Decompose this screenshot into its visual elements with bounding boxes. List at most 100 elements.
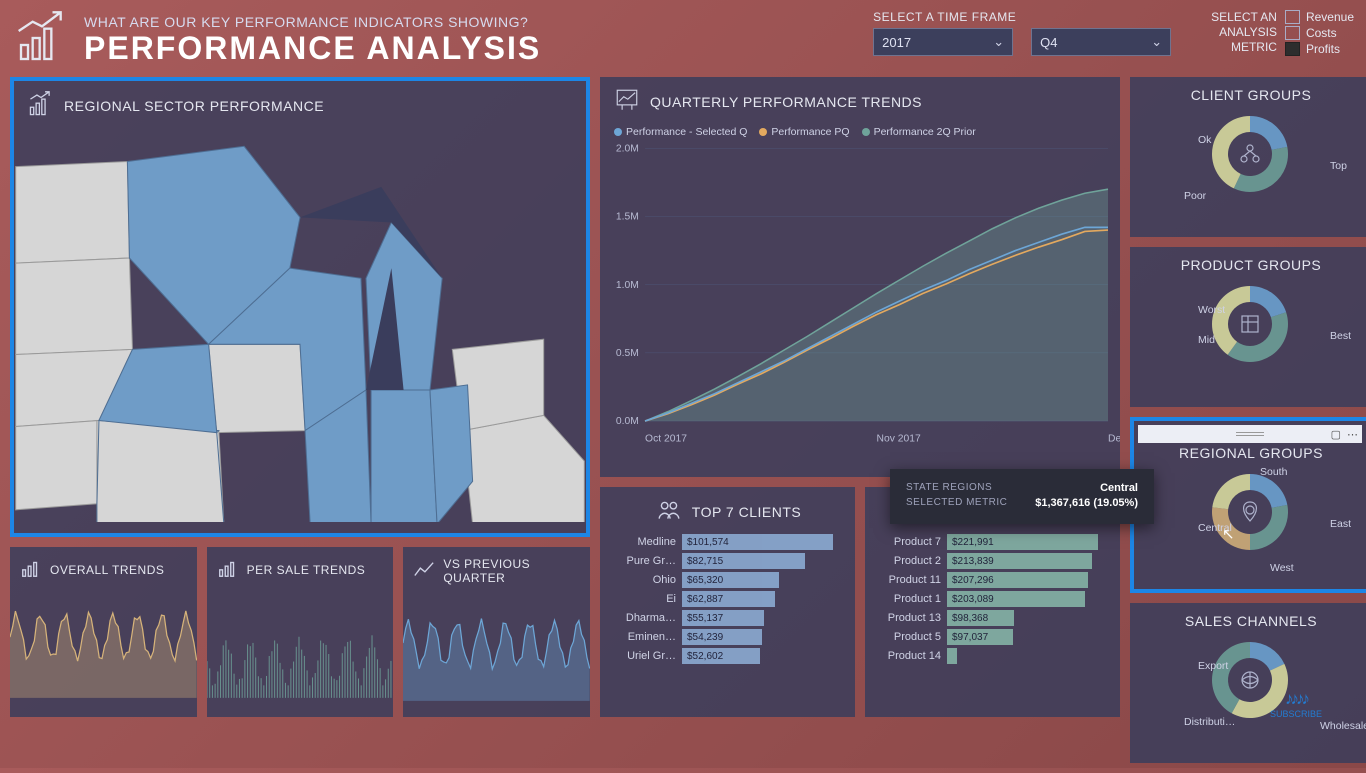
donut-label: Export <box>1198 660 1228 672</box>
bar-row[interactable]: Eminen… $54,239 <box>610 629 845 645</box>
donut-label: Mid <box>1198 334 1215 346</box>
bar-row[interactable]: Product 5 $97,037 <box>875 629 1110 645</box>
bar-row[interactable]: Pure Gr… $82,715 <box>610 553 845 569</box>
donut-slice[interactable] <box>1232 664 1288 718</box>
chevron-down-icon: ⌄ <box>1151 34 1162 50</box>
donut-slice[interactable] <box>1250 286 1286 317</box>
bar-row[interactable]: Product 1 $203,089 <box>875 591 1110 607</box>
persale-sparkline <box>207 586 394 706</box>
chevron-down-icon: ⌄ <box>993 34 1004 50</box>
quarter-select[interactable]: Q4 ⌄ <box>1031 28 1171 56</box>
metric-caption: SELECT AN ANALYSIS METRIC <box>1211 10 1277 55</box>
svg-text:0.0M: 0.0M <box>616 416 639 427</box>
donut-slice[interactable] <box>1234 147 1288 192</box>
focus-icon[interactable]: ▢ <box>1331 428 1341 441</box>
header-title: PERFORMANCE ANALYSIS <box>84 30 541 67</box>
dashboard-header: WHAT ARE OUR KEY PERFORMANCE INDICATORS … <box>0 0 1366 77</box>
legend-item[interactable]: Performance - Selected Q <box>614 126 747 138</box>
donut-label: Ok <box>1198 134 1211 146</box>
donut-slice[interactable] <box>1250 474 1287 508</box>
bar-label: Product 1 <box>875 593 941 605</box>
product-groups-card[interactable]: PRODUCT GROUPS WorstBestMid <box>1130 247 1366 407</box>
quarter-value: Q4 <box>1040 35 1057 50</box>
donut-label: West <box>1270 562 1294 574</box>
bar-row[interactable]: Product 2 $213,839 <box>875 553 1110 569</box>
bar-row[interactable]: Product 13 $98,368 <box>875 610 1110 626</box>
svg-text:2.0M: 2.0M <box>616 143 639 154</box>
top-clients-card[interactable]: TOP 7 CLIENTS Medline $101,574 Pure Gr… … <box>600 487 855 717</box>
donut-label: Central <box>1198 522 1232 534</box>
donut-label: Wholesale <box>1320 720 1366 732</box>
quarterly-line-chart[interactable]: 2.0M 1.5M 1.0M 0.5M 0.0M Oct 2017 Nov 2017 Dec … <box>600 140 1120 450</box>
legend-item[interactable]: Performance PQ <box>759 126 849 138</box>
bar-label: Medline <box>610 536 676 548</box>
sales-channels-card[interactable]: SALES CHANNELS ExportWholesaleDistributi… <box>1130 603 1366 763</box>
visual-header[interactable]: ▢ ⋯ <box>1138 425 1362 443</box>
donut-label: Top <box>1330 160 1347 172</box>
us-map[interactable] <box>14 126 586 522</box>
revenue-swatch <box>1285 10 1300 24</box>
profits-swatch <box>1285 42 1300 56</box>
svg-text:Oct 2017: Oct 2017 <box>645 434 687 445</box>
svg-text:1.5M: 1.5M <box>616 212 639 223</box>
bar-label: Ohio <box>610 574 676 586</box>
bar-label: Product 14 <box>875 650 941 662</box>
map-tooltip: STATE REGIONSCentral SELECTED METRIC$1,3… <box>890 469 1154 524</box>
donut-label: Best <box>1330 330 1351 342</box>
donut-label: Worst <box>1198 304 1225 316</box>
people-icon <box>656 497 682 526</box>
chart-icon <box>614 87 640 116</box>
svg-text:Dec 2017: Dec 2017 <box>1108 434 1120 445</box>
growth-icon <box>14 10 70 71</box>
bar-row[interactable]: Product 14 <box>875 648 1110 664</box>
bars-icon <box>20 557 42 582</box>
overall-trends-card[interactable]: OVERALL TRENDS <box>10 547 197 717</box>
bar-row[interactable]: Medline $101,574 <box>610 534 845 550</box>
client-groups-card[interactable]: CLIENT GROUPS OkTopPoor <box>1130 77 1366 237</box>
bar-label: Ei <box>610 593 676 605</box>
donut-slice[interactable] <box>1212 286 1250 355</box>
bar-label: Dharma… <box>610 612 676 624</box>
bar-label: Pure Gr… <box>610 555 676 567</box>
metric-option-revenue[interactable]: Revenue <box>1285 10 1354 24</box>
svg-text:1.0M: 1.0M <box>616 280 639 291</box>
metric-option-profits[interactable]: Profits <box>1285 42 1354 56</box>
bar-row[interactable]: Product 11 $207,296 <box>875 572 1110 588</box>
year-value: 2017 <box>882 35 911 50</box>
bar-row[interactable]: Ohio $65,320 <box>610 572 845 588</box>
vsprev-sparkline <box>403 589 590 709</box>
metric-option-costs[interactable]: Costs <box>1285 26 1354 40</box>
donut-slice[interactable] <box>1250 116 1287 150</box>
bar-label: Eminen… <box>610 631 676 643</box>
bars-icon <box>217 557 239 582</box>
header-subtitle: WHAT ARE OUR KEY PERFORMANCE INDICATORS … <box>84 14 541 30</box>
bar-label: Product 2 <box>875 555 941 567</box>
bar-row[interactable]: Ei $62,887 <box>610 591 845 607</box>
trend-icon <box>28 91 54 120</box>
map-card[interactable]: REGIONAL SECTOR PERFORMANCE <box>10 77 590 537</box>
donut-label: Poor <box>1184 190 1206 202</box>
legend-item[interactable]: Performance 2Q Prior <box>862 126 976 138</box>
more-icon[interactable]: ⋯ <box>1347 428 1358 441</box>
bar-label: Uriel Gr… <box>610 650 676 662</box>
timeframe-label: SELECT A TIME FRAME <box>873 10 1171 24</box>
bar-label: Product 11 <box>875 574 941 586</box>
bar-row[interactable]: Uriel Gr… $52,602 <box>610 648 845 664</box>
drag-handle-icon[interactable] <box>1236 432 1264 436</box>
map-title: REGIONAL SECTOR PERFORMANCE <box>64 98 324 114</box>
svg-text:0.5M: 0.5M <box>616 348 639 359</box>
costs-swatch <box>1285 26 1300 40</box>
regional-groups-card[interactable]: ▢ ⋯ REGIONAL GROUPS SouthEastWestCentral… <box>1130 417 1366 593</box>
donut-label: Distributi… <box>1184 716 1235 728</box>
bar-label: Product 7 <box>875 536 941 548</box>
persale-trends-card[interactable]: PER SALE TRENDS <box>207 547 394 717</box>
donut-label: South <box>1260 466 1287 478</box>
svg-text:Nov 2017: Nov 2017 <box>877 434 921 445</box>
vsprev-trends-card[interactable]: VS PREVIOUS QUARTER <box>403 547 590 717</box>
overall-sparkline <box>10 586 197 706</box>
bar-label: Product 5 <box>875 631 941 643</box>
bar-row[interactable]: Product 7 $221,991 <box>875 534 1110 550</box>
bar-row[interactable]: Dharma… $55,137 <box>610 610 845 626</box>
quarterly-trends-card[interactable]: QUARTERLY PERFORMANCE TRENDS Performance… <box>600 77 1120 477</box>
year-select[interactable]: 2017 ⌄ <box>873 28 1013 56</box>
